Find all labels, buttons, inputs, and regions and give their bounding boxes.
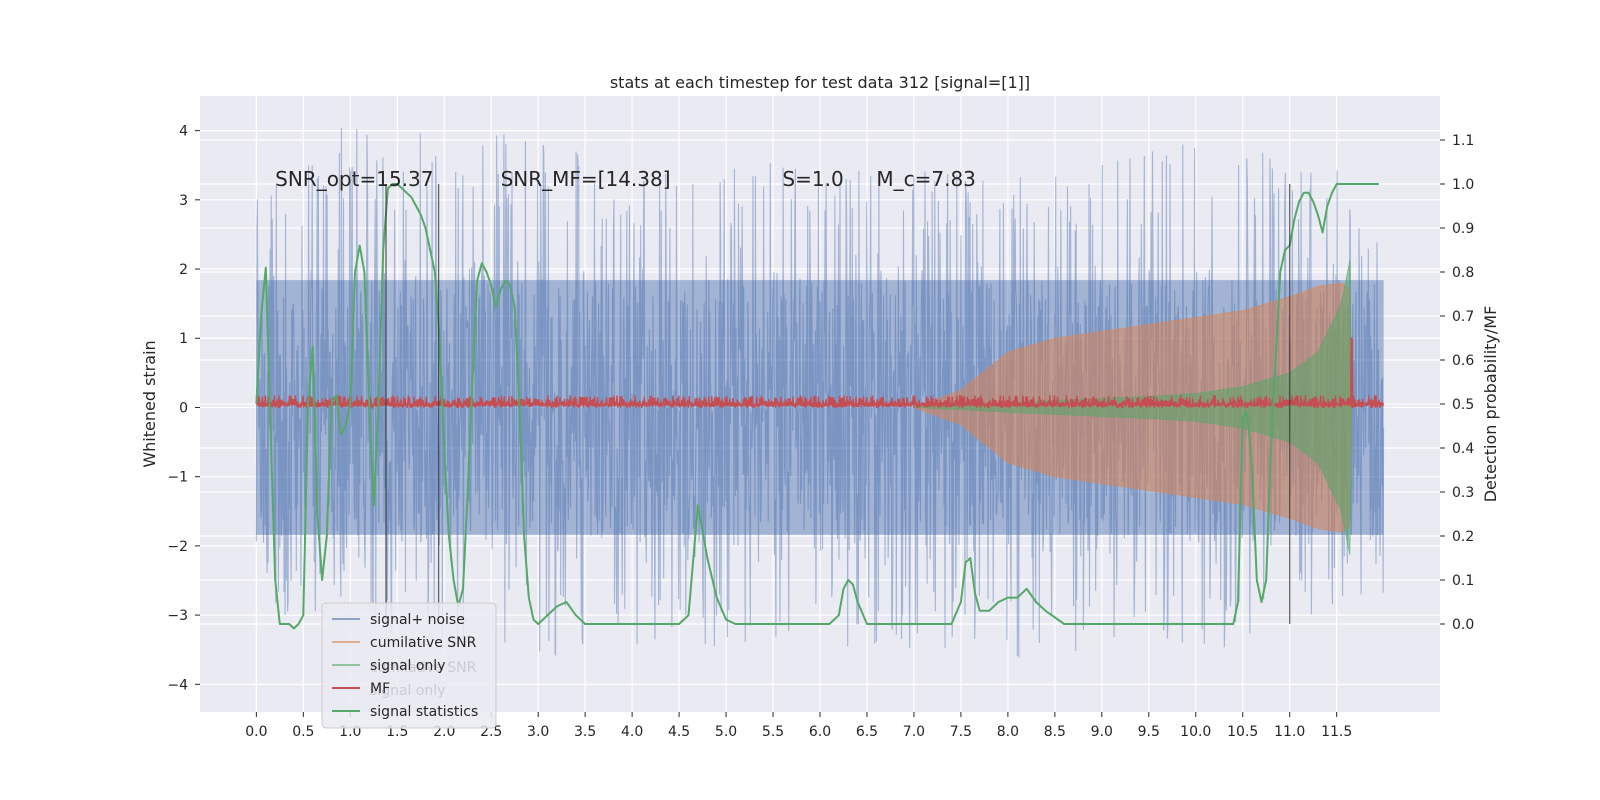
vertical-lines <box>385 184 1291 624</box>
y-right-tick-label: 0.2 <box>1452 529 1474 545</box>
chart-title: stats at each timestep for test data 312… <box>610 73 1030 92</box>
legend-label: signal statistics <box>370 704 478 720</box>
x-tick-label: 11.0 <box>1274 724 1305 740</box>
y-right-tick-label: 0.0 <box>1452 617 1474 633</box>
y-tick-label: 0 <box>179 400 188 416</box>
y-tick-label: 4 <box>179 124 188 140</box>
x-tick-label: 10.5 <box>1227 724 1258 740</box>
y-right-tick-label: 1.0 <box>1452 177 1474 193</box>
y-tick-label: 3 <box>179 193 188 209</box>
y-right-tick-label: 0.3 <box>1452 485 1474 501</box>
x-tick-label: 0.5 <box>292 724 314 740</box>
y-tick-label: −2 <box>167 539 188 555</box>
x-tick-label: 6.5 <box>856 724 878 740</box>
y-axis-label: Whitened strain <box>140 340 159 467</box>
mf-series <box>255 337 1385 411</box>
y-tick-label: −3 <box>167 608 188 624</box>
x-tick-label: 11.5 <box>1321 724 1352 740</box>
y-tick-label: 1 <box>179 331 188 347</box>
legend-label: signal only <box>370 658 445 674</box>
x-tick-label: 4.5 <box>668 724 690 740</box>
annotation-s-value: S=1.0 <box>782 167 843 191</box>
x-tick-label: 3.0 <box>527 724 549 740</box>
y-tick-label: −4 <box>167 677 188 693</box>
x-tick-label: 10.0 <box>1180 724 1211 740</box>
y-tick-label: −1 <box>167 470 188 486</box>
x-tick-label: 9.5 <box>1138 724 1160 740</box>
x-tick-label: 5.0 <box>715 724 737 740</box>
y-right-tick-label: 0.4 <box>1452 441 1474 457</box>
x-tick-label: 3.5 <box>574 724 596 740</box>
x-tick-label: 4.0 <box>621 724 643 740</box>
annotations: SNR_opt=15.37 SNR_MF=[14.38] S=1.0 M_c=7.83 <box>275 167 976 191</box>
x-tick-label: 7.0 <box>903 724 925 740</box>
x-tick-label: 0.0 <box>245 724 267 740</box>
y-right-tick-label: 0.7 <box>1452 309 1474 325</box>
annotation-snr-mf: SNR_MF=[14.38] <box>501 167 671 191</box>
signal-only-series <box>913 259 1353 556</box>
legend-box <box>321 602 497 729</box>
y-right-tick-label: 0.1 <box>1452 573 1474 589</box>
x-tick-label: 8.5 <box>1044 724 1066 740</box>
signal-statistics-series <box>255 183 1379 630</box>
legend-label: signal+ noise <box>370 612 465 628</box>
legend-ghost-label: cumilative SNR <box>370 660 477 676</box>
y-right-tick-label: 0.6 <box>1452 353 1474 369</box>
y-right-tick-label: 1.1 <box>1452 133 1474 149</box>
annotation-mc-value: M_c=7.83 <box>876 167 976 191</box>
annotation-snr-opt: SNR_opt=15.37 <box>275 167 433 191</box>
right-y-axis-label: Detection probability/MF <box>1481 306 1500 503</box>
x-tick-label: 5.5 <box>762 724 784 740</box>
x-tick-label: 6.0 <box>809 724 831 740</box>
y-tick-label: 2 <box>179 262 188 278</box>
ticks: 0.0 0.5 1.0 1.5 2.0 2.5 3.0 3.5 4.0 4.5 5.0 5.5 6.0 6… <box>167 124 1474 740</box>
x-tick-label: 7.5 <box>950 724 972 740</box>
series-layer <box>255 128 1385 658</box>
x-tick-label: 8.0 <box>997 724 1019 740</box>
legend-label: cumilative SNR <box>370 635 477 651</box>
legend-ghost-label: signal only <box>370 683 445 699</box>
legend-label: MF <box>370 681 390 697</box>
y-right-tick-label: 0.9 <box>1452 221 1474 237</box>
y-right-tick-label: 0.8 <box>1452 265 1474 281</box>
x-tick-label: 9.0 <box>1091 724 1113 740</box>
y-right-tick-label: 0.5 <box>1452 397 1474 413</box>
